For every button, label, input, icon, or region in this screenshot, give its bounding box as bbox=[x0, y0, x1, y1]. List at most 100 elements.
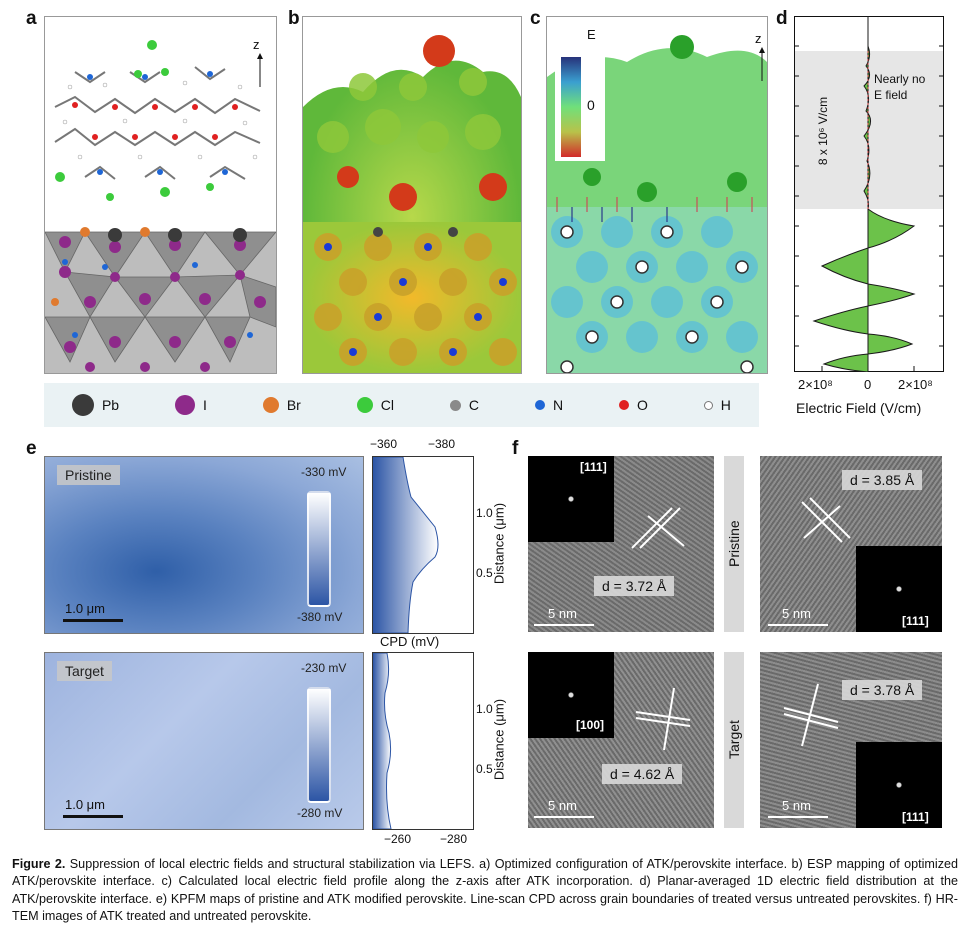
panel-label-e: e bbox=[26, 438, 37, 459]
legend-item-n: N bbox=[534, 397, 564, 413]
legend-label-o: O bbox=[636, 397, 648, 413]
fft-inset-4 bbox=[856, 742, 942, 828]
hrtem-pristine-right: d = 3.85 Å [111] 5 nm bbox=[760, 456, 942, 632]
distance-tick-2-bottom: 0.5 bbox=[476, 762, 493, 776]
atom-legend: Pb I Br Cl C N O H bbox=[44, 383, 759, 427]
panel-label-a: a bbox=[26, 8, 37, 29]
target-scalebar bbox=[63, 815, 123, 818]
target-tag: Target bbox=[57, 661, 112, 681]
scale-bar-3 bbox=[534, 816, 594, 818]
distance-tick-1-top: 1.0 bbox=[476, 506, 493, 520]
fft-label-2: [111] bbox=[902, 614, 929, 628]
cpd-profile-pristine bbox=[372, 456, 474, 634]
legend-swatch-c bbox=[449, 399, 461, 411]
panel-label-f: f bbox=[512, 438, 519, 459]
e-field-scale-zero: 0 bbox=[587, 97, 595, 113]
d-spacing-1: d = 3.72 Å bbox=[594, 576, 675, 596]
target-colorbar bbox=[307, 687, 331, 803]
legend-label-cl: Cl bbox=[380, 397, 394, 413]
distance-label-bottom: Distance (μm) bbox=[491, 698, 507, 781]
row-label-pristine: Pristine bbox=[724, 456, 744, 632]
fft-inset-1 bbox=[528, 456, 614, 542]
distance-tick-2-top: 0.5 bbox=[476, 566, 493, 580]
legend-swatch-n bbox=[534, 400, 545, 410]
d-xtick-zero: 0 bbox=[864, 377, 872, 392]
field-magnitude-label: 8 x 10⁶ V/cm bbox=[816, 96, 830, 166]
d-spacing-4: d = 3.78 Å bbox=[842, 680, 923, 700]
legend-item-pb: Pb bbox=[71, 394, 120, 416]
fft-label-1: [111] bbox=[580, 460, 607, 474]
legend-item-h: H bbox=[703, 397, 731, 413]
cpd-axis-label: CPD (mV) bbox=[380, 634, 440, 649]
z-axis-label-c: z bbox=[755, 31, 762, 46]
d-xtick-right: 2×10⁸ bbox=[898, 377, 933, 392]
caption-text: Suppression of local electric fields and… bbox=[12, 857, 959, 924]
row-label-target: Target bbox=[724, 652, 744, 828]
profile-top-tick-1: −360 bbox=[370, 437, 398, 451]
legend-item-br: Br bbox=[262, 397, 301, 413]
scale-bar-1 bbox=[534, 624, 594, 626]
z-axis-label: z bbox=[253, 37, 260, 52]
legend-label-i: I bbox=[203, 397, 207, 413]
profile-top-tick-2: −380 bbox=[428, 437, 456, 451]
profile-bottom-tick-1: −260 bbox=[384, 832, 412, 846]
legend-item-i: I bbox=[175, 395, 207, 415]
legend-label-c: C bbox=[468, 397, 480, 413]
legend-item-cl: Cl bbox=[356, 397, 394, 413]
scale-text-4: 5 nm bbox=[782, 798, 811, 813]
d-xaxis-label: Electric Field (V/cm) bbox=[796, 400, 922, 416]
kpfm-map-target: Target -230 mV -280 mV 1.0 μm bbox=[44, 652, 364, 830]
z-axis-arrow-icon bbox=[759, 47, 765, 81]
pristine-top-value: -330 mV bbox=[301, 465, 347, 479]
legend-label-n: N bbox=[552, 397, 564, 413]
figure-caption: Figure 2. Suppression of local electric … bbox=[12, 856, 958, 926]
target-top-value: -230 mV bbox=[301, 661, 347, 675]
local-electric-field-map-image: E 0 z bbox=[546, 16, 768, 374]
pristine-tag: Pristine bbox=[57, 465, 120, 485]
caption-label: Figure 2. bbox=[12, 857, 66, 871]
fft-label-3: [100] bbox=[576, 718, 605, 732]
pristine-scalebar bbox=[63, 619, 123, 622]
d-spacing-2: d = 3.85 Å bbox=[842, 470, 923, 490]
distance-tick-1-bottom: 1.0 bbox=[476, 702, 493, 716]
panel-label-b: b bbox=[288, 8, 300, 29]
legend-label-br: Br bbox=[286, 397, 301, 413]
pristine-scalebar-label: 1.0 μm bbox=[65, 601, 106, 616]
atk-interface-structure-image: z bbox=[44, 16, 277, 374]
target-bottom-value: -280 mV bbox=[297, 806, 343, 820]
hrtem-pristine-left: [111] d = 3.72 Å 5 nm bbox=[528, 456, 714, 632]
cpd-profile-target bbox=[372, 652, 474, 830]
profile-bottom-tick-2: −280 bbox=[440, 832, 468, 846]
hrtem-target-left: [100] d = 4.62 Å 5 nm bbox=[528, 652, 714, 828]
scale-text-2: 5 nm bbox=[782, 606, 811, 621]
panel-label-d: d bbox=[776, 8, 788, 29]
fft-label-4: [111] bbox=[902, 810, 929, 824]
target-scalebar-label: 1.0 μm bbox=[65, 797, 106, 812]
distance-label-top: Distance (μm) bbox=[491, 502, 507, 585]
legend-swatch-i bbox=[175, 395, 195, 415]
legend-swatch-h bbox=[703, 400, 713, 410]
legend-swatch-pb bbox=[71, 394, 94, 416]
pristine-colorbar bbox=[307, 491, 331, 607]
panel-label-c: c bbox=[530, 8, 541, 29]
z-axis-arrow-icon bbox=[257, 53, 263, 87]
scale-bar-4 bbox=[768, 816, 828, 818]
legend-swatch-br bbox=[262, 397, 279, 413]
hrtem-target-right: d = 3.78 Å [111] 5 nm bbox=[760, 652, 942, 828]
pristine-bottom-value: -380 mV bbox=[297, 610, 343, 624]
fft-inset-2 bbox=[856, 546, 942, 632]
scale-text-3: 5 nm bbox=[548, 798, 577, 813]
nearly-no-field-annotation: Nearly no E field bbox=[874, 72, 926, 102]
legend-label-h: H bbox=[720, 397, 731, 413]
d-spacing-3: d = 4.62 Å bbox=[602, 764, 683, 784]
d-xtick-left: 2×10⁸ bbox=[798, 377, 833, 392]
legend-item-o: O bbox=[618, 397, 648, 413]
fft-inset-3 bbox=[528, 652, 614, 738]
legend-item-c: C bbox=[449, 397, 480, 413]
e-field-scale-label: E bbox=[587, 27, 596, 42]
legend-swatch-o bbox=[618, 400, 629, 410]
esp-map-image bbox=[302, 16, 522, 374]
scale-text-1: 5 nm bbox=[548, 606, 577, 621]
legend-label-pb: Pb bbox=[101, 397, 120, 413]
electric-field-profile-plot: Nearly no E field 8 x 10⁶ V/cm bbox=[794, 16, 944, 373]
